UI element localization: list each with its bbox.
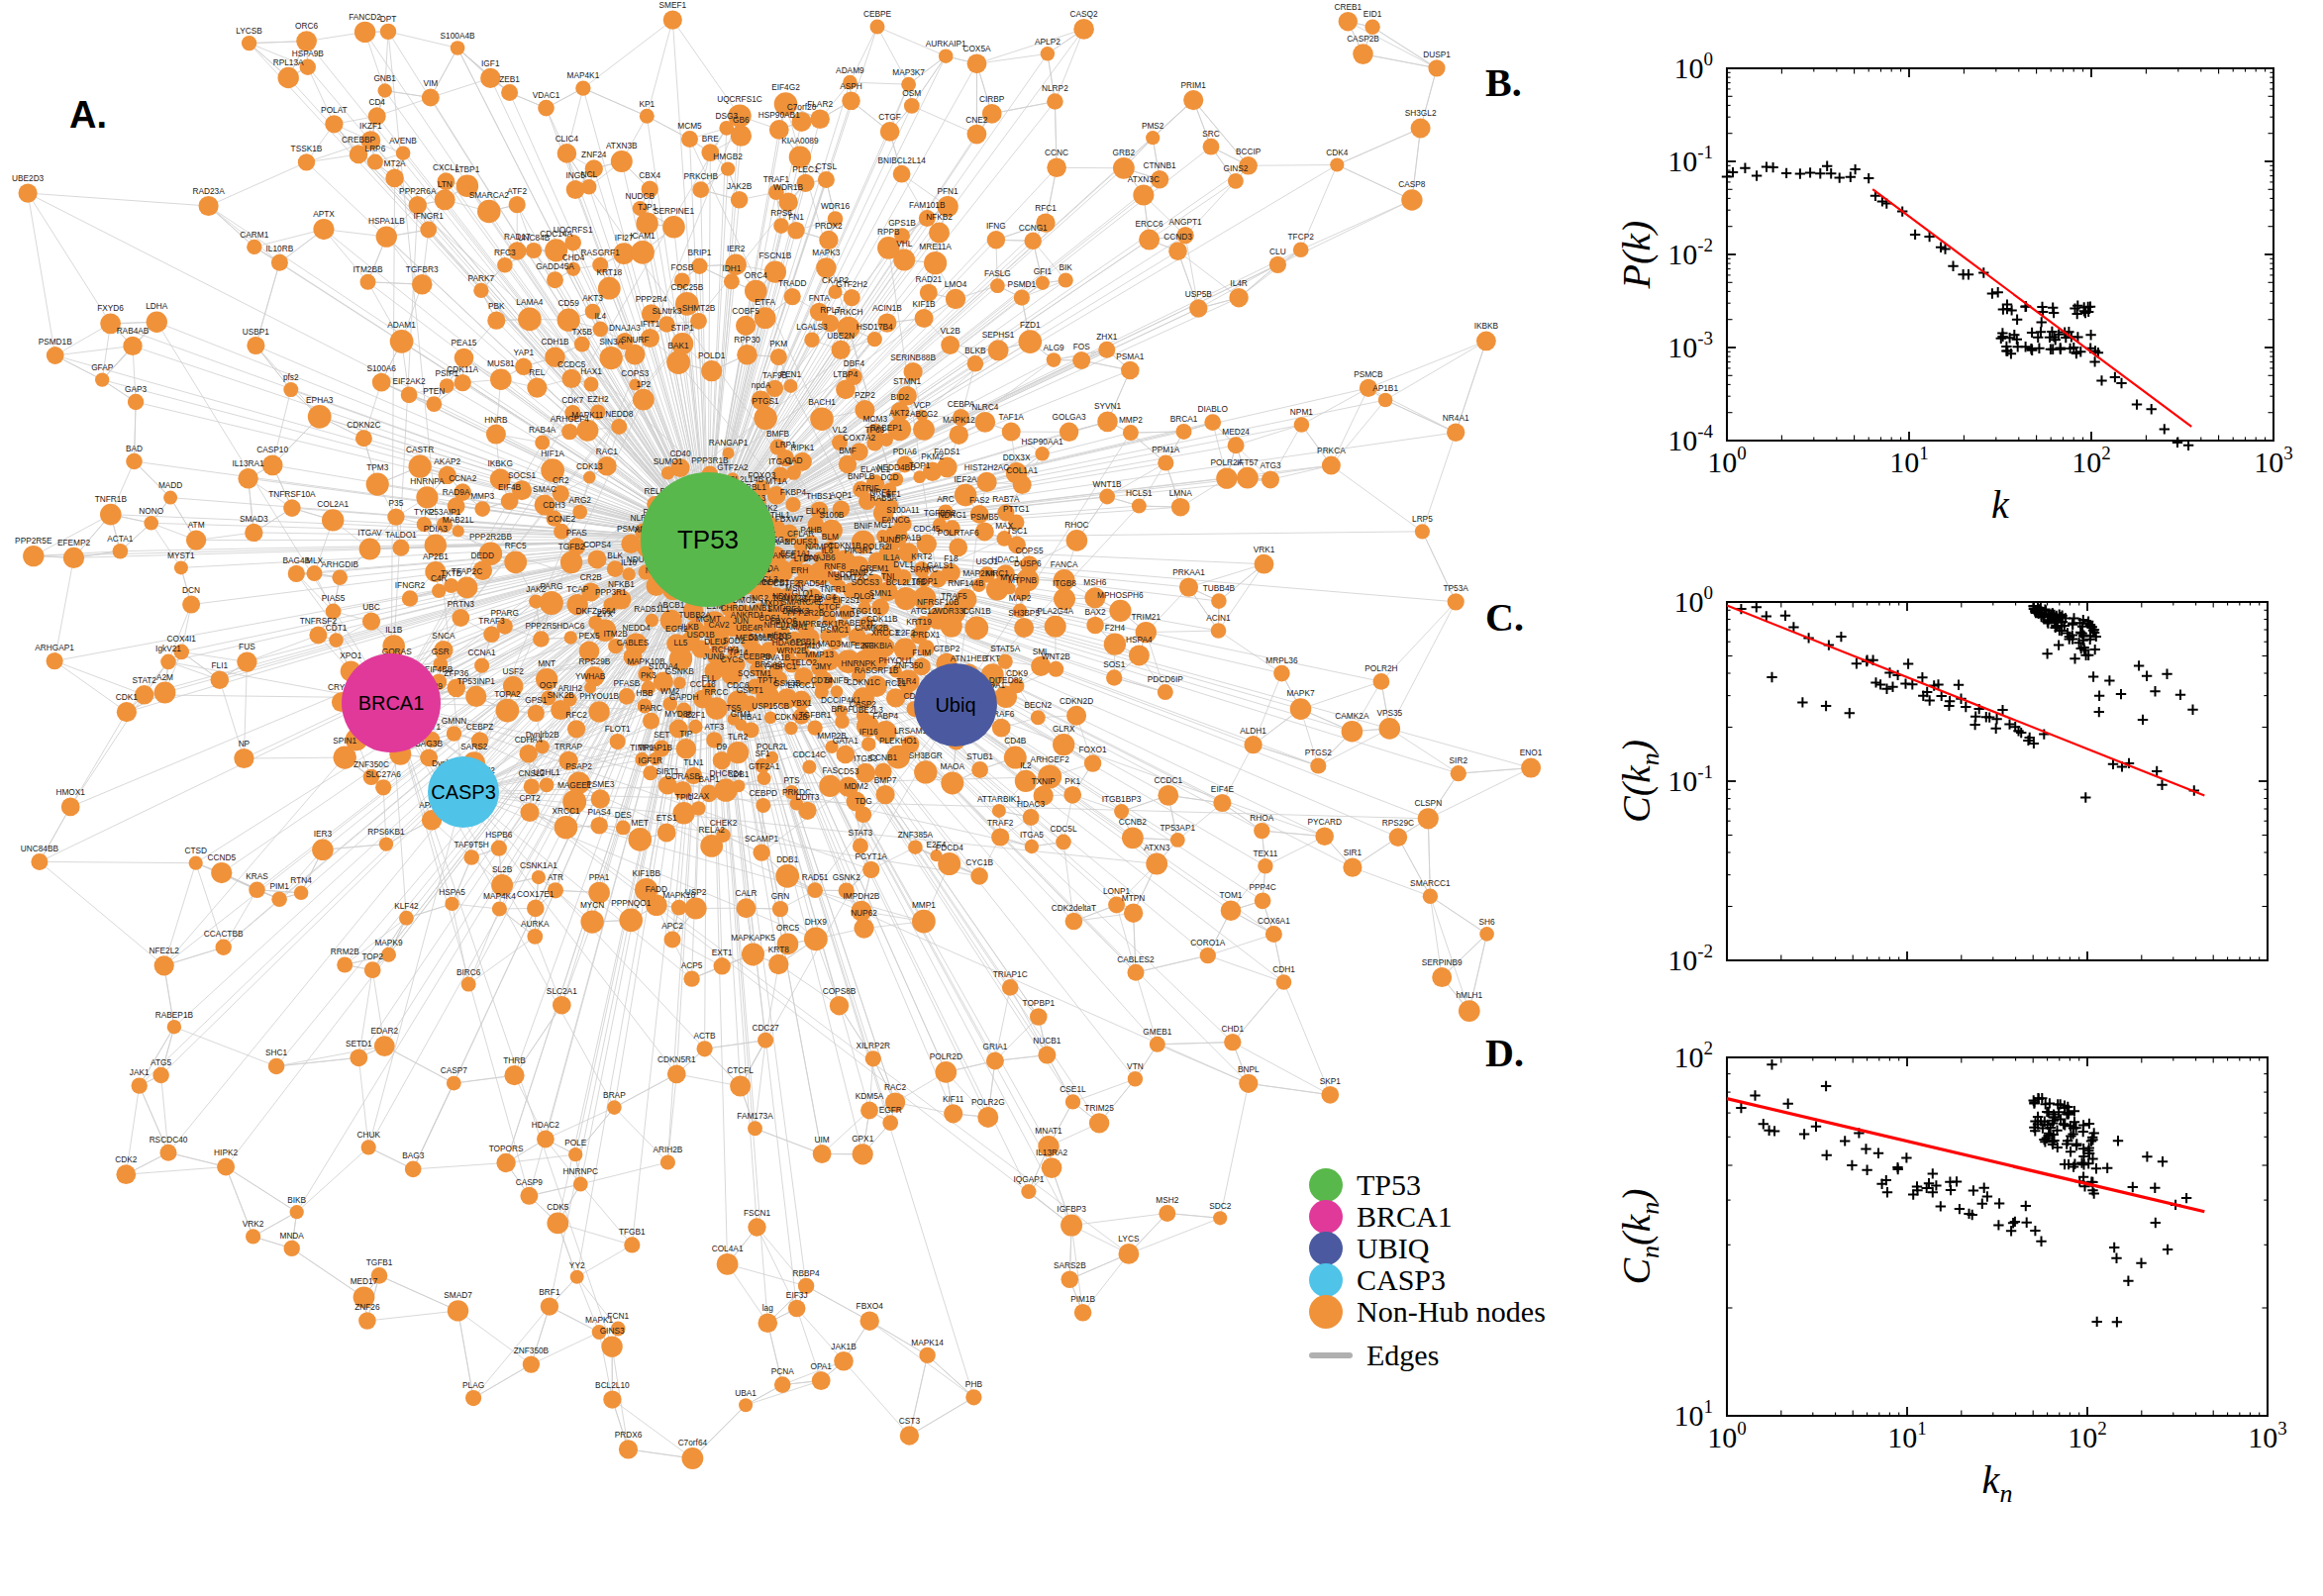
svg-text:103: 103 (2254, 443, 2293, 478)
svg-text:k: k (1991, 482, 2010, 527)
svg-text:10-1: 10-1 (1667, 761, 1713, 797)
svg-text:C(kn): C(kn) (1614, 740, 1665, 823)
svg-text:102: 102 (2068, 1418, 2107, 1453)
svg-text:100: 100 (1707, 443, 1747, 478)
svg-text:100: 100 (1674, 49, 1714, 84)
svg-text:10-3: 10-3 (1667, 328, 1713, 363)
svg-text:102: 102 (2071, 443, 2111, 478)
svg-text:Cn(kn): Cn(kn) (1614, 1188, 1665, 1284)
svg-text:kn: kn (1982, 1457, 2013, 1508)
svg-text:103: 103 (2248, 1418, 2287, 1453)
svg-text:101: 101 (1889, 443, 1929, 478)
svg-text:10-2: 10-2 (1667, 941, 1713, 976)
svg-text:100: 100 (1674, 582, 1714, 618)
svg-text:10-1: 10-1 (1667, 142, 1713, 177)
svg-text:101: 101 (1887, 1418, 1927, 1453)
svg-text:P(k): P(k) (1614, 221, 1659, 290)
svg-text:10-2: 10-2 (1667, 235, 1713, 270)
svg-text:102: 102 (1674, 1038, 1714, 1073)
svg-text:100: 100 (1707, 1418, 1747, 1453)
